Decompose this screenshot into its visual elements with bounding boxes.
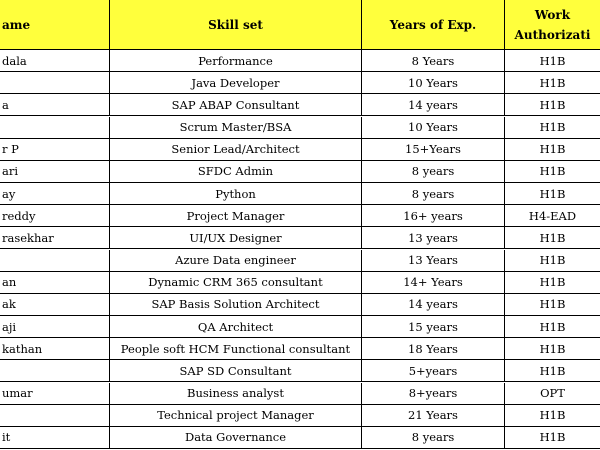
experience-cell: 8+years (362, 382, 505, 405)
skill-cell: Data Governance (110, 426, 362, 449)
experience-cell: 8 years (362, 426, 505, 449)
authorization-cell: H1B (505, 294, 600, 316)
authorization-cell: H4-EAD (505, 205, 600, 228)
experience-cell: 15+Years (362, 138, 505, 161)
experience-cell: 13 years (362, 227, 505, 250)
authorization-cell: H1B (505, 94, 600, 117)
authorization-cell: H1B (505, 250, 600, 272)
name-cell: it (0, 426, 110, 449)
skill-cell: Dynamic CRM 365 consultant (110, 271, 362, 294)
authorization-cell: H1B (505, 316, 600, 339)
experience-cell: 14+ Years (362, 271, 505, 294)
experience-cell: 21 Years (362, 404, 505, 427)
skill-cell: Scrum Master/BSA (110, 116, 362, 139)
skill-cell: People soft HCM Functional consultant (110, 338, 362, 361)
experience-cell: 16+ years (362, 205, 505, 228)
experience-cell: 14 years (362, 94, 505, 117)
experience-cell: 8 years (362, 160, 505, 183)
name-cell: aji (0, 316, 110, 339)
name-cell: dala (0, 50, 110, 73)
experience-cell: 5+years (362, 360, 505, 383)
authorization-cell: H1B (505, 72, 600, 95)
name-cell: umar (0, 382, 110, 405)
skill-cell: Business analyst (110, 382, 362, 405)
authorization-cell: H1B (505, 117, 600, 139)
skill-cell: Project Manager (110, 205, 362, 228)
authorization-cell: H1B (505, 427, 600, 449)
name-cell (0, 249, 110, 272)
experience-cell: 8 Years (362, 50, 505, 73)
authorization-cell: H1B (505, 360, 600, 383)
name-cell (0, 116, 110, 139)
name-cell (0, 360, 110, 383)
authorization-cell: H1B (505, 338, 600, 361)
name-cell (0, 404, 110, 427)
skill-cell: Senior Lead/Architect (110, 138, 362, 161)
authorization-cell: H1B (505, 405, 600, 427)
skill-cell: Technical project Manager (110, 404, 362, 427)
name-cell (0, 72, 110, 95)
experience-cell: 10 Years (362, 72, 505, 95)
authorization-cell: H1B (505, 272, 600, 294)
experience-cell: 10 Years (362, 116, 505, 139)
name-cell: an (0, 271, 110, 294)
name-cell: r P (0, 138, 110, 161)
experience-cell: 13 Years (362, 249, 505, 272)
name-cell: ak (0, 293, 110, 316)
skill-cell: QA Architect (110, 316, 362, 339)
skill-cell: SAP Basis Solution Architect (110, 293, 362, 316)
authorization-cell: OPT (505, 383, 600, 405)
header-cell: Work Authorizati (505, 0, 600, 50)
experience-cell: 15 years (362, 316, 505, 339)
name-cell: rasekhar (0, 227, 110, 250)
experience-cell: 14 years (362, 293, 505, 316)
authorization-cell: H1B (505, 161, 600, 183)
name-cell: kathan (0, 338, 110, 361)
skill-cell: Python (110, 183, 362, 206)
skill-cell: UI/UX Designer (110, 227, 362, 250)
header-cell: ame (0, 0, 110, 50)
name-cell: reddy (0, 205, 110, 228)
skill-cell: Performance (110, 50, 362, 73)
skill-cell: SFDC Admin (110, 160, 362, 183)
authorization-cell: H1B (505, 50, 600, 73)
experience-cell: 18 Years (362, 338, 505, 361)
name-cell: ay (0, 183, 110, 206)
authorization-cell: H1B (505, 183, 600, 206)
authorization-cell: H1B (505, 227, 600, 250)
header-cell: Years of Exp. (362, 0, 505, 50)
name-cell: a (0, 94, 110, 117)
name-cell: ari (0, 160, 110, 183)
skill-cell: Azure Data engineer (110, 249, 362, 272)
skill-cell: SAP ABAP Consultant (110, 94, 362, 117)
skill-cell: Java Developer (110, 72, 362, 95)
experience-cell: 8 years (362, 183, 505, 206)
skill-cell: SAP SD Consultant (110, 360, 362, 383)
header-cell: Skill set (110, 0, 362, 50)
authorization-cell: H1B (505, 139, 600, 161)
